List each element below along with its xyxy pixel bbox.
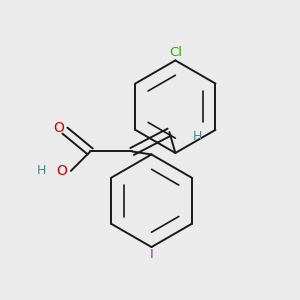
Text: O: O (53, 121, 64, 135)
Text: H: H (193, 130, 203, 143)
Text: I: I (150, 248, 153, 261)
Text: Cl: Cl (169, 46, 182, 59)
Text: H: H (36, 164, 46, 177)
Text: O: O (56, 164, 67, 178)
